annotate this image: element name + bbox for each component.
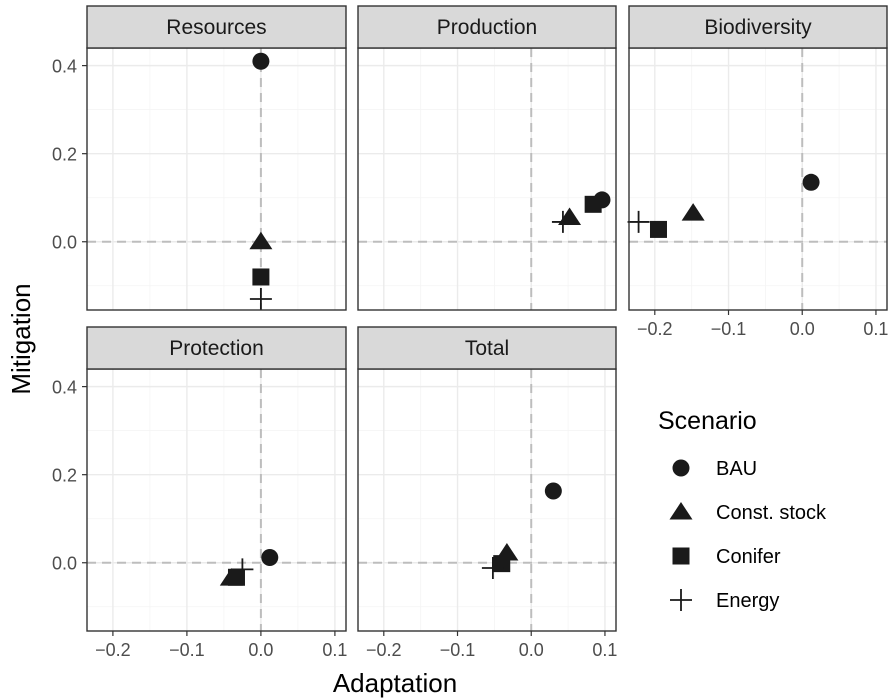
x-tick-label: −0.1 <box>711 319 747 339</box>
legend-label-energy: Energy <box>716 590 779 612</box>
x-tick-label: −0.1 <box>169 640 205 660</box>
strip-protection <box>86 326 347 370</box>
panel-background <box>358 48 616 310</box>
panel-background <box>87 48 346 310</box>
panel-background <box>358 369 616 631</box>
x-tick-label: 0.1 <box>863 319 888 339</box>
x-tick-label: 0.0 <box>790 319 815 339</box>
facet-production: Production <box>357 5 617 311</box>
x-tick-label: −0.1 <box>440 640 476 660</box>
strip-resources <box>86 5 347 49</box>
facet-total: Total <box>357 326 617 632</box>
y-tick-label: 0.0 <box>52 554 77 574</box>
axes: −0.2 −0.1 0.0 0.1 −0.2 −0.1 0.0 0.1 −0.2 −0.1 0.0 0… <box>52 57 888 660</box>
strip-label-resources: Resources <box>166 16 266 39</box>
point-conifer <box>227 568 245 586</box>
point-energy <box>231 558 254 581</box>
facet-protection: Protection <box>86 326 347 632</box>
y-tick-label: 0.2 <box>52 466 77 486</box>
legend-label-bau: BAU <box>716 458 757 480</box>
y-tick-label: 0.2 <box>52 145 77 165</box>
facet-panels: Resources Production Biodiversity Protectio… <box>86 5 888 632</box>
point-conifer <box>584 195 602 213</box>
x-tick-label: 0.1 <box>592 640 617 660</box>
strip-label-total: Total <box>465 337 509 360</box>
y-tick-label: 0.4 <box>52 57 77 77</box>
point-bau <box>802 173 820 191</box>
point-conifer <box>649 220 667 238</box>
legend-key-conifer <box>672 547 690 565</box>
point-conifer <box>252 268 270 286</box>
x-tick-label: 0.1 <box>322 640 347 660</box>
legend-key-const-stock <box>669 502 693 520</box>
x-tick-label: −0.2 <box>637 319 673 339</box>
legend-label-conifer: Conifer <box>716 546 781 568</box>
point-conifer <box>493 555 511 573</box>
strip-biodiversity <box>628 5 888 49</box>
legend-title: Scenario <box>658 407 757 435</box>
point-bau <box>544 482 562 500</box>
x-tick-label: 0.0 <box>248 640 273 660</box>
point-energy <box>481 557 504 580</box>
strip-label-biodiversity: Biodiversity <box>704 16 812 39</box>
point-energy <box>551 210 574 233</box>
strip-label-production: Production <box>437 16 537 39</box>
y-axis-title: Mitigation <box>6 283 36 394</box>
facet-biodiversity: Biodiversity <box>627 5 888 311</box>
strip-production <box>357 5 617 49</box>
panel-background <box>629 48 887 310</box>
legend-key-bau <box>672 459 690 477</box>
panel-background <box>87 369 346 631</box>
point-energy <box>627 210 650 233</box>
legend-label-const-stock: Const. stock <box>716 502 827 524</box>
point-bau <box>252 52 270 70</box>
point-const-stock <box>681 203 705 221</box>
x-axis-title: Adaptation <box>333 668 457 698</box>
y-tick-label: 0.4 <box>52 378 77 398</box>
facet-resources: Resources <box>86 5 347 311</box>
point-bau <box>261 548 279 566</box>
point-energy <box>249 287 272 310</box>
x-tick-label: −0.2 <box>95 640 131 660</box>
y-tick-label: 0.0 <box>52 233 77 253</box>
point-const-stock <box>249 231 273 250</box>
legend-key-energy <box>670 589 692 611</box>
strip-total <box>357 326 617 370</box>
x-tick-label: 0.0 <box>519 640 544 660</box>
x-tick-label: −0.2 <box>366 640 402 660</box>
legend: Scenario BAU Const. stock Conifer Energy <box>658 407 827 612</box>
strip-label-protection: Protection <box>169 337 264 360</box>
